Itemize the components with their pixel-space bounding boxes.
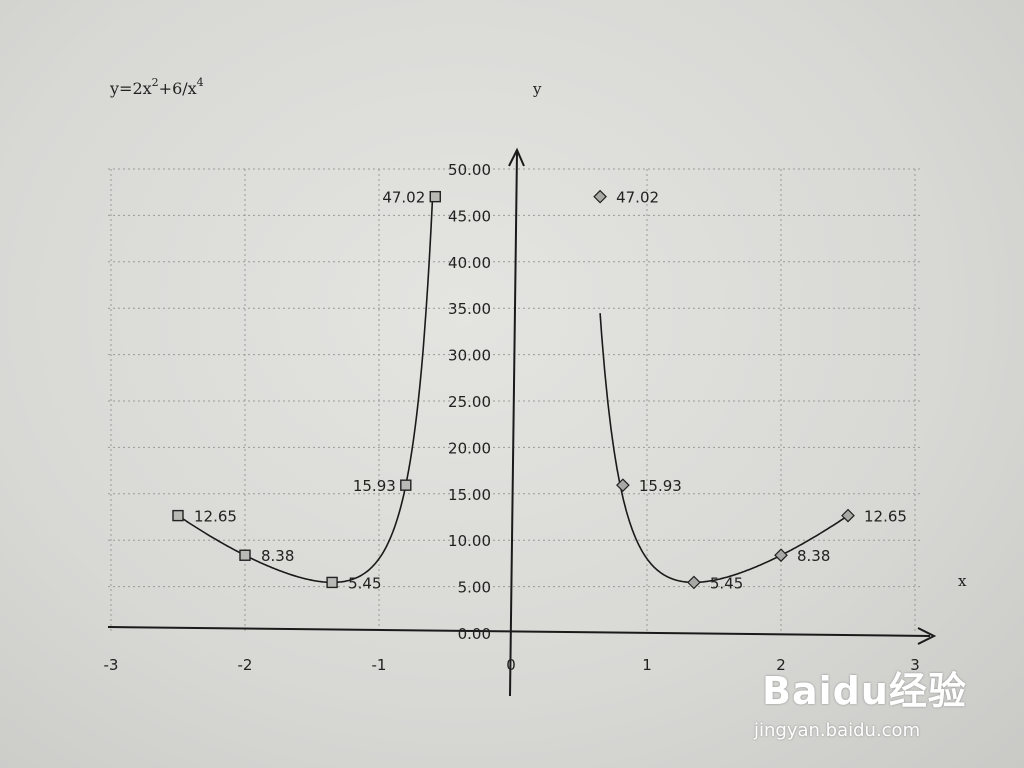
x-axis-arrow	[917, 627, 937, 645]
x-tick-label: 2	[776, 656, 786, 674]
x-tick-label: 0	[506, 656, 516, 674]
data-label: 12.65	[194, 508, 237, 526]
diamond-marker	[616, 478, 630, 493]
y-axis-arrow	[508, 147, 525, 167]
square-marker	[239, 549, 251, 561]
x-tick-label: -3	[104, 656, 119, 674]
data-label: 15.93	[639, 477, 682, 495]
data-labels: 12.65 8.38 5.45 15.93 47.02 47.02 15.93 5.45 8.3…	[194, 189, 907, 593]
y-tick-label: 25.00	[448, 393, 491, 411]
y-tick-label: 35.00	[448, 300, 491, 318]
tick-labels: 0.00 5.00 10.00 15.00 20.00 25.00 30.00 35.00 40…	[104, 161, 920, 674]
chart-title: y=2x2+6/x4	[109, 76, 204, 98]
diamond-marker	[841, 508, 855, 523]
y-tick-label: 15.00	[448, 486, 491, 504]
y-tick-label: 40.00	[448, 254, 491, 272]
y-tick-label: 10.00	[448, 532, 491, 550]
x-axis	[107, 626, 931, 637]
x-tick-label: 1	[642, 656, 652, 674]
square-marker	[400, 479, 412, 491]
curves	[177, 196, 849, 584]
square-marker	[172, 509, 184, 522]
data-label: 5.45	[348, 574, 381, 592]
data-label: 8.38	[797, 547, 830, 565]
baidu-logo: Baidu经验	[762, 669, 967, 713]
y-tick-label: 20.00	[448, 439, 491, 457]
x-tick-label: -2	[238, 656, 253, 674]
series-left-curve	[177, 196, 434, 584]
x-axis-label: x	[958, 572, 967, 590]
x-tick-label: 3	[910, 656, 920, 674]
data-label: 5.45	[710, 574, 743, 592]
axes	[107, 147, 937, 697]
y-tick-label: 50.00	[448, 161, 491, 179]
y-axis-label: y	[532, 80, 542, 98]
y-tick-label: 5.00	[458, 579, 491, 597]
square-marker	[326, 576, 338, 589]
watermark: Baidu经验 jingyan.baidu.com	[754, 660, 972, 750]
data-label: 8.38	[261, 547, 294, 565]
watermark-url: jingyan.baidu.com	[754, 720, 921, 741]
markers	[172, 189, 855, 590]
x-tick-label: -1	[372, 656, 387, 674]
data-label: 12.65	[864, 508, 907, 526]
diamond-marker	[593, 189, 607, 204]
y-tick-label: 30.00	[448, 347, 491, 365]
diamond-marker	[774, 548, 788, 563]
series-right-curve	[599, 313, 849, 584]
y-tick-label: 45.00	[448, 207, 491, 225]
data-label: 47.02	[382, 189, 425, 207]
y-axis	[509, 151, 518, 697]
diamond-marker	[687, 575, 701, 590]
data-label: 47.02	[616, 189, 659, 207]
square-marker	[429, 190, 441, 203]
data-label: 15.93	[353, 477, 396, 495]
y-tick-label: 0.00	[458, 625, 491, 643]
